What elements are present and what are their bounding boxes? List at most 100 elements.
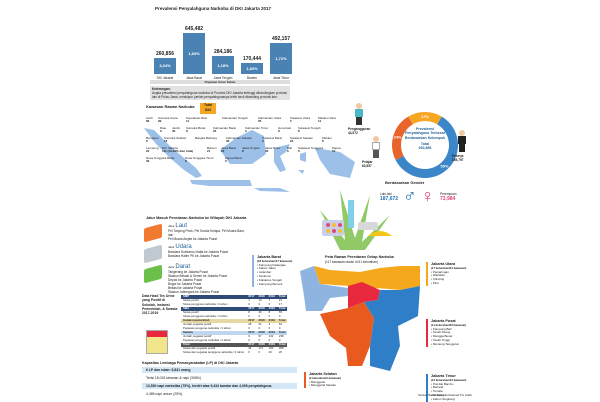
jakarta-pusat-area <box>348 282 380 308</box>
urine-cell: 0 <box>268 314 271 319</box>
block-col: 2018 <box>258 294 265 299</box>
route-prefix: Jalur <box>168 265 175 269</box>
razor-blade-icon <box>358 222 378 230</box>
region-item: • Kampung Kaliangke <box>257 262 286 267</box>
map-label: Lampung 22 <box>146 146 159 154</box>
route-line: Bekasi ke Jakarta Pusat <box>168 286 203 290</box>
route-heading: Jalur Udara <box>168 244 228 250</box>
urine-cell: 0 <box>258 338 260 343</box>
route-line: Bandara Halim PK ke Jakarta Pusat <box>168 254 219 258</box>
capacity-title: Kapasitas Lembaga Pemasyarakatan (LP) di… <box>142 361 239 365</box>
region-item: • Kampung Benera <box>257 282 283 286</box>
map-label-name: Sumatra Selatan <box>164 136 187 140</box>
urine-row: Pegawai pengguna narkotika <1 tahun 0 0 0 0 <box>181 339 287 343</box>
region-item: • Menteng Tenggulun <box>431 342 460 347</box>
map-label-name: Kalimantan Utara <box>258 116 282 120</box>
region-item: • Cilincing <box>431 277 445 282</box>
urine-cell: 0 <box>268 302 271 307</box>
donut-segment-pengangguran <box>408 112 442 125</box>
papua-shape <box>315 148 355 178</box>
jakarta-barat-area <box>300 266 348 311</box>
urine-cell: 0 <box>278 314 281 319</box>
region-name: Jakarta Selatan <box>309 372 337 376</box>
map-label-value: 30 <box>265 149 269 154</box>
urine-cell: 0 <box>248 314 250 319</box>
urine-cell: 0 <box>248 326 250 331</box>
region-item: • Jelambar <box>257 270 272 275</box>
route-item: Jalur Laut Pel Tanjung Priok, Pel Sunda K… <box>144 223 248 243</box>
map-label-name: Jawa Timur <box>265 146 281 150</box>
urine-cell: 13 <box>258 298 262 303</box>
urine-cell: 132 <box>268 334 274 339</box>
map-label: Kalimantan Barat 20 <box>213 126 236 134</box>
map-label: Jambi 30 <box>172 126 180 134</box>
indonesia-map <box>144 128 355 192</box>
urine-cell: Siswa pengguna narkotika <1 tahun <box>183 314 228 319</box>
donut-total: 260,856 <box>418 146 432 151</box>
block-head: SMP <box>183 294 190 299</box>
urine-cell: 0 <box>248 302 250 307</box>
region-item: • Kampung Bali <box>431 326 452 331</box>
urine-row: Siswa dan pegawai pengguna narkotika <1 … <box>181 351 287 355</box>
bar-label: Jawa Timur <box>272 76 290 80</box>
bar-value: 260,856 <box>155 50 175 57</box>
donut-segment-pekerja <box>395 116 458 178</box>
jakarta-map-title: Peta Rawan Peredaran Gelap Narkoba <box>325 255 394 259</box>
urine-cell: Siswa dan pegawai positif <box>183 346 216 351</box>
region-sub: (17 kelurahan/31 kawasan) <box>431 265 467 270</box>
donut-chart: 17% 59% 24% <box>392 112 458 178</box>
region-name: Jakarta Barat <box>257 255 282 259</box>
region-item: • Berland <box>431 385 444 390</box>
map-label: Kalimantan Selatan 36 <box>226 136 252 144</box>
map-label: Maluku 8 <box>322 136 332 144</box>
map-label: Bangka Belitung <box>195 136 217 140</box>
region-item: • Ternate <box>431 389 443 394</box>
route-text: Jalur Darat Tangerang ke Jakarta Pusat Sta… <box>168 264 227 294</box>
route-line: Pel Muara Angke ke Jakarta Pusat <box>168 237 217 241</box>
urine-cell: 1 <box>248 298 250 303</box>
map-label-value: 11 <box>186 119 190 124</box>
urine-cell: 0 <box>258 350 260 355</box>
map-label-name: Sulawesi Utara <box>290 116 311 120</box>
donut-pct: 59% <box>441 163 449 168</box>
jakarta-utara-area <box>314 266 420 290</box>
block-head: Swasta <box>183 330 193 335</box>
map-label: Banten 21 <box>207 146 217 154</box>
map-label-value: 10 <box>332 149 336 154</box>
route-line: Stasiun Jatinegara ke Jakarta Pusat <box>168 290 220 294</box>
region-item: • Tanah Abang <box>431 330 451 335</box>
urine-test-cup-icon <box>146 330 168 354</box>
map-label-value: 8 <box>186 129 188 134</box>
map-label: Kalimantan Tengah <box>222 116 248 120</box>
map-label: Jawa Timur 30 <box>265 146 281 154</box>
map-label-name: Kepulauan Riau <box>186 116 208 120</box>
urine-cell: 8 <box>268 310 271 315</box>
map-label-value: 66 <box>146 119 150 124</box>
block-col: 2017 <box>248 342 255 347</box>
block-col: 2019 <box>268 342 275 347</box>
sumatra-shape <box>144 128 202 178</box>
map-label: Bali 6 <box>287 146 292 154</box>
route-line: Pel Tanjung Priok, Pel Sunda Kelapa, Pel… <box>168 229 245 237</box>
map-label-value: 8 <box>242 149 244 154</box>
bar: 1,18% <box>212 56 234 74</box>
map-label: Riau 9 <box>160 126 166 134</box>
route-heading: Jalur Laut <box>168 223 248 229</box>
region-sub: (2 kelurahan/2 kawasan) <box>309 375 342 380</box>
source-note: Sumber: Badan Narkotika Nasional/ Tim Gr… <box>418 394 472 397</box>
map-label: Maluku Utara 11 <box>318 116 336 124</box>
map-label: Jawa Tengah 8 <box>242 146 260 154</box>
block-col: 2018 <box>258 342 265 347</box>
map-label-name: Papua Barat <box>225 156 242 160</box>
map-label-name: Jawa Barat <box>221 146 237 150</box>
route-line: Stasiun Bekasi & Senen ke Jakarta Pusat <box>168 274 227 278</box>
region-item: • Penjaringan <box>431 269 449 274</box>
urine-cell: 0 <box>268 338 271 343</box>
urine-title: Data Hasil Tes Urine yang Positif di Sek… <box>142 294 178 315</box>
note-text: Angka prevalensi penyalahguna narkoba di… <box>152 91 287 99</box>
donut-total-label: Total <box>420 141 430 146</box>
map-label: Papua Barat 6 <box>225 156 242 164</box>
bar-value: 284,186 <box>213 49 233 56</box>
male-stat: Laki-laki 187,672 <box>380 192 399 202</box>
urine-cell: 9 <box>248 334 250 339</box>
